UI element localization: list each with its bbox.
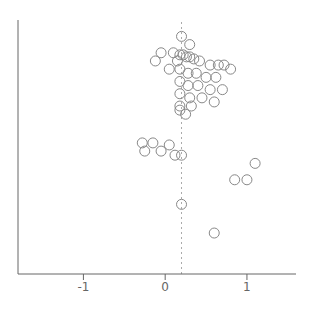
svg-text:-1: -1: [77, 280, 89, 294]
svg-text:0: 0: [161, 280, 169, 294]
svg-text:1: 1: [243, 280, 251, 294]
